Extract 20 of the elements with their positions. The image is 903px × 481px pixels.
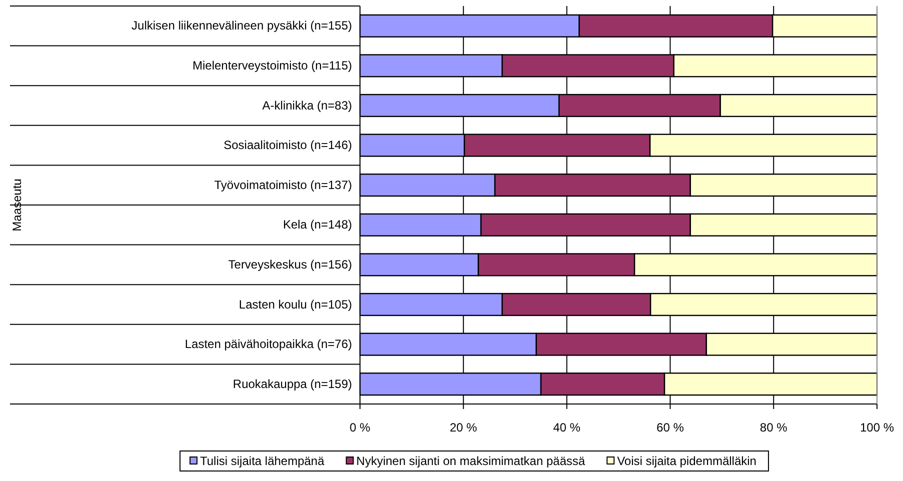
- legend-label: Nykyinen sijanti on maksimimatkan päässä: [356, 454, 586, 468]
- y-tick-label: Lasten koulu (n=105): [238, 297, 352, 312]
- y-tick-label: Julkisen liikennevälineen pysäkki (n=155): [132, 18, 352, 33]
- x-tick-label: 80 %: [760, 420, 788, 435]
- text: Maaseutu: [10, 178, 24, 232]
- x-tick-label: 20 %: [450, 420, 478, 435]
- y-tick-label: A-klinikka (n=83): [262, 98, 352, 112]
- y-tick-label: Kela (n=148): [282, 218, 352, 232]
- x-tick-label: 40 %: [553, 420, 581, 435]
- y-tick-label: Ruokakauppa (n=159): [232, 376, 352, 391]
- x-tick-label: 100 %: [860, 420, 894, 435]
- y-tick-label: Työvoimatoimisto (n=137): [214, 178, 352, 192]
- x-tick-label: 0 %: [350, 420, 371, 435]
- y-tick-label: Mielenterveystoimisto (n=115): [192, 58, 352, 73]
- y-tick-label: Terveyskeskus (n=156): [228, 258, 352, 272]
- legend-label: Voisi sijaita pidemmälläkin: [617, 454, 756, 468]
- y-tick-label: Lasten päivähoitopaikka (n=76): [184, 337, 352, 352]
- legend-label: Tulisi sijaita lähempänä: [200, 454, 325, 468]
- x-tick-label: 60 %: [656, 420, 684, 435]
- y-tick-label: Sosiaalitoimisto (n=146): [224, 138, 352, 152]
